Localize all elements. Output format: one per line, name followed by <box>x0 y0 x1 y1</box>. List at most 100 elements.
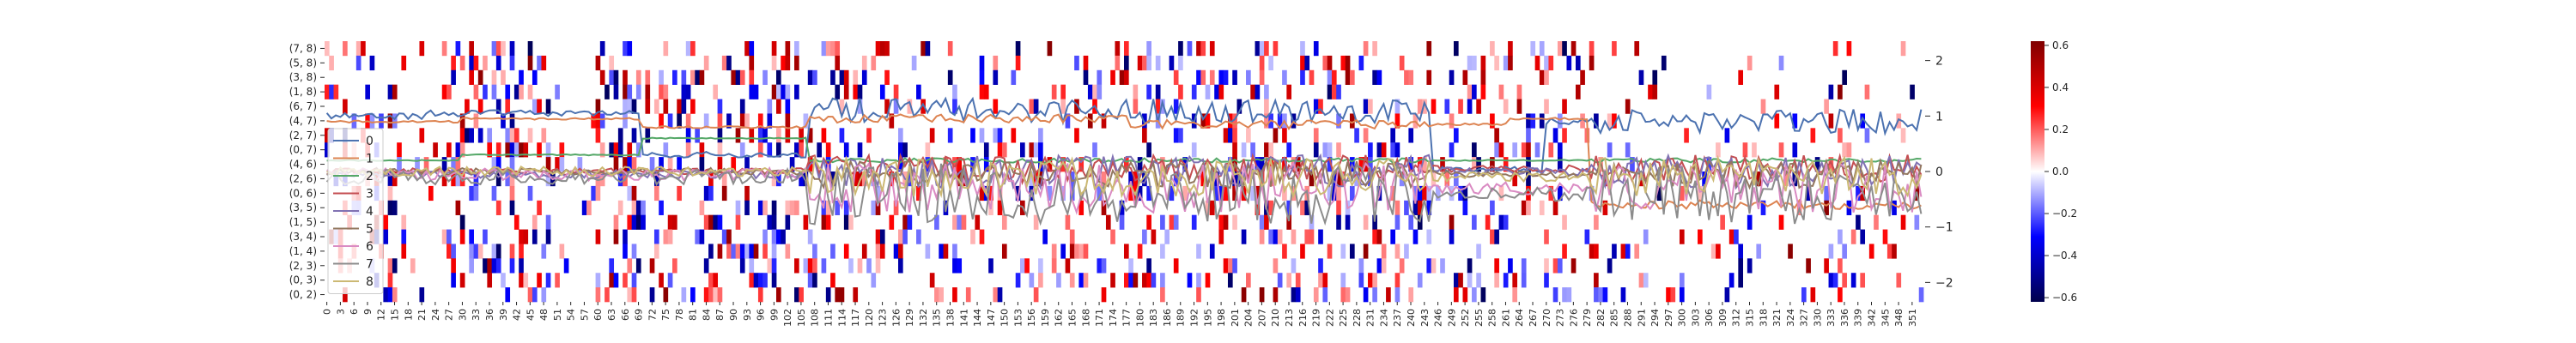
heatmap-cell <box>1868 244 1874 259</box>
heatmap-cell <box>1530 113 1536 129</box>
heatmap-cell <box>469 55 474 71</box>
legend-label: 5 <box>366 223 374 237</box>
heatmap-cell <box>491 84 497 99</box>
heatmap-cell <box>1101 287 1107 303</box>
heatmap-cell <box>1435 185 1441 202</box>
heatmap-cell <box>631 185 637 202</box>
heatmap-cell <box>1778 214 1784 230</box>
heatmap-cell <box>355 41 361 57</box>
heatmap-cell <box>495 244 501 259</box>
line-y-axis: 2 1 0 −1 −2 <box>1925 55 1953 290</box>
heatmap-cell <box>843 244 849 259</box>
column-label: 114 <box>836 309 848 327</box>
heatmap-cell <box>1594 244 1599 259</box>
heatmap-cell <box>771 229 777 244</box>
column-label: 324 <box>1785 309 1796 327</box>
heatmap-cell <box>699 200 705 215</box>
heatmap-cell <box>731 69 737 85</box>
heatmap-cell <box>1160 287 1165 303</box>
heatmap-cell <box>1232 258 1237 274</box>
heatmap-cell <box>1241 229 1247 244</box>
heatmap-cell <box>1133 273 1139 288</box>
heatmap-cell <box>1200 172 1206 187</box>
heatmap-cell <box>591 185 596 202</box>
heatmap-cell <box>1124 55 1129 71</box>
heatmap-cell <box>934 214 939 230</box>
heatmap-cell <box>649 287 655 303</box>
heatmap-cell <box>513 214 519 230</box>
heatmap-cell <box>1047 185 1053 202</box>
heatmap-cell <box>401 244 407 259</box>
heatmap-cell <box>739 142 745 158</box>
heatmap-cell <box>397 142 402 158</box>
column-label: 234 <box>1378 309 1389 327</box>
column-label: 24 <box>430 309 441 321</box>
heatmap-cell <box>1426 41 1432 57</box>
heatmap-cell <box>1494 273 1499 288</box>
heatmap-cell <box>1394 287 1400 303</box>
heatmap-cell <box>1394 214 1400 230</box>
heatmap-cell <box>721 229 727 244</box>
column-label: 225 <box>1338 309 1349 327</box>
heatmap-cell <box>505 84 511 99</box>
heatmap-cell <box>623 99 628 114</box>
heatmap-cell <box>663 142 669 158</box>
heatmap-cell <box>1051 84 1057 99</box>
column-label: 330 <box>1812 309 1823 327</box>
heatmap-cell <box>1498 142 1504 158</box>
heatmap-cell <box>1273 229 1279 244</box>
heatmap-cell <box>459 113 465 129</box>
heatmap-cell <box>1503 157 1509 172</box>
heatmap-cell <box>713 273 719 288</box>
heatmap-cell <box>1313 128 1319 143</box>
heatmap-cell <box>1187 41 1193 57</box>
heatmap-cell <box>555 84 560 99</box>
heatmap-cell <box>1850 229 1856 244</box>
heatmap-cell <box>785 128 791 143</box>
heatmap-cell <box>1146 258 1151 274</box>
heatmap-cell <box>1259 55 1265 71</box>
heatmap-cell <box>898 128 903 143</box>
column-label: 141 <box>958 309 969 327</box>
heatmap-cell <box>1462 287 1468 303</box>
heatmap-cell <box>1562 99 1567 114</box>
heatmap-cell <box>1246 128 1251 143</box>
heatmap-cell <box>767 214 773 230</box>
heatmap-cell <box>1038 273 1043 288</box>
column-label: 192 <box>1189 309 1200 327</box>
heatmap-cell <box>1223 258 1229 274</box>
heatmap-cell <box>1494 142 1499 158</box>
heatmap-cell <box>1774 113 1780 129</box>
heatmap-cell <box>1309 172 1315 187</box>
heatmap-cell <box>1218 69 1224 85</box>
heatmap-cell <box>1422 157 1427 172</box>
heatmap-cell <box>1264 113 1269 129</box>
heatmap-cell <box>513 128 519 143</box>
heatmap-cell <box>595 55 601 71</box>
heatmap-cell <box>1386 287 1391 303</box>
heatmap-cell <box>455 157 461 172</box>
row-label: (2, 6) <box>289 172 317 184</box>
heatmap-cell <box>659 200 664 215</box>
heatmap-cell <box>1259 157 1265 172</box>
heatmap-cell <box>1508 41 1513 57</box>
heatmap-cell <box>1838 128 1843 143</box>
heatmap-cell <box>1295 287 1301 303</box>
heatmap-cell <box>555 273 560 288</box>
column-label: 315 <box>1744 309 1755 327</box>
column-label: 204 <box>1243 309 1255 327</box>
heatmap-cell <box>641 214 646 230</box>
heatmap-cell <box>1300 69 1305 85</box>
heatmap-cell <box>1015 273 1021 288</box>
column-label: 3 <box>335 309 346 315</box>
heatmap-cell <box>1218 214 1224 230</box>
heatmap-cell <box>1363 214 1369 230</box>
heatmap-cell <box>1038 142 1043 158</box>
heatmap-cell <box>631 200 637 215</box>
heatmap-cell <box>916 185 921 202</box>
heatmap-cell <box>1304 55 1310 71</box>
heatmap-cell <box>1612 244 1617 259</box>
heatmap-cell <box>1856 214 1861 230</box>
heatmap-cell <box>1394 142 1400 158</box>
heatmap-cell <box>781 84 786 99</box>
